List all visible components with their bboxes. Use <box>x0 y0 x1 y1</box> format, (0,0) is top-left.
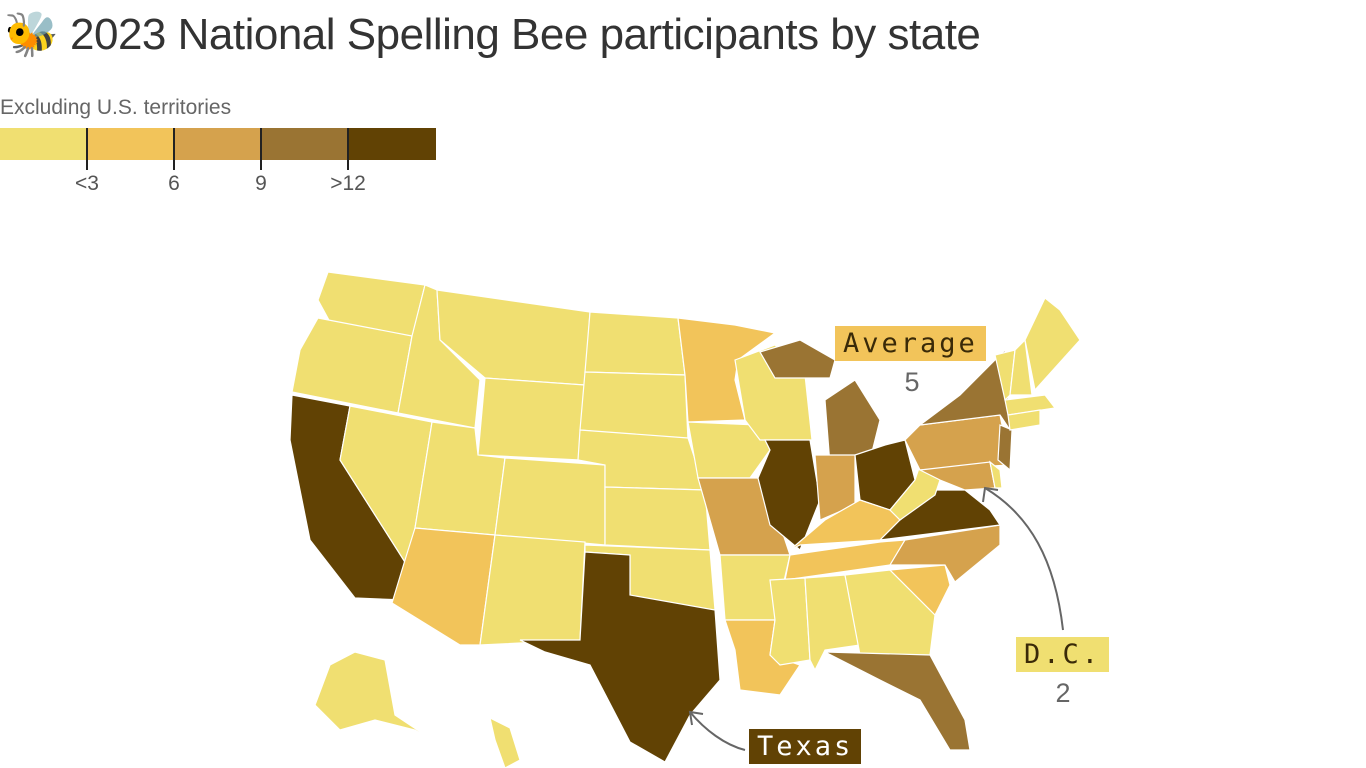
state-nh <box>1009 338 1033 396</box>
subtitle: Excluding U.S. territories <box>0 96 232 119</box>
texas-arrow <box>689 711 746 751</box>
legend-tick-label: <3 <box>75 172 99 195</box>
state-fl <box>824 651 971 751</box>
state-nd <box>584 311 686 376</box>
legend-tick <box>347 128 349 170</box>
average-value: 5 <box>904 367 920 397</box>
legend-swatch <box>348 128 437 160</box>
legend-swatch <box>261 128 349 160</box>
state-me <box>1024 297 1081 392</box>
state-ma <box>1004 394 1057 416</box>
texas-arrowhead <box>688 710 704 726</box>
state-ga <box>844 569 936 656</box>
legend-tick <box>173 128 175 170</box>
state-wy <box>477 377 586 461</box>
state-de <box>989 460 1003 489</box>
legend-tick <box>260 128 262 170</box>
state-ct <box>1007 409 1041 431</box>
state-co <box>494 457 606 546</box>
state-nm <box>479 534 586 646</box>
state-pa <box>904 414 1011 471</box>
texas-label: Texas <box>749 729 862 764</box>
legend-tick-label: 6 <box>168 172 180 195</box>
state-mn <box>677 317 777 423</box>
state-ms <box>769 577 811 666</box>
dc-value: 2 <box>1055 678 1071 708</box>
state-mi <box>759 339 836 379</box>
legend-tick <box>86 128 88 170</box>
dc-label: D.C. <box>1016 637 1110 672</box>
state-ny <box>917 348 1011 433</box>
state-nj <box>997 424 1013 472</box>
color-legend <box>0 128 437 160</box>
state-sc <box>888 564 951 617</box>
legend-swatch <box>0 128 88 160</box>
state-nc <box>888 524 1001 583</box>
state-md <box>917 461 996 491</box>
state-ks <box>604 486 711 551</box>
dc-arrow <box>984 487 1064 631</box>
state-ia <box>687 421 771 479</box>
legend-swatch <box>174 128 262 160</box>
state-ak <box>314 651 441 746</box>
average-label: Average <box>835 326 986 361</box>
state-il <box>757 439 821 551</box>
page-title: 🐝 2023 National Spelling Bee participant… <box>4 10 981 59</box>
legend-swatch <box>87 128 175 160</box>
state-or <box>291 317 413 414</box>
state-tx <box>519 551 721 763</box>
state-sd <box>579 371 689 441</box>
state-hi <box>489 716 521 768</box>
legend-tick-label: 9 <box>255 172 267 195</box>
legend-tick-label: >12 <box>330 172 366 195</box>
state-mi <box>824 379 881 466</box>
dc-arrowhead <box>982 486 999 503</box>
